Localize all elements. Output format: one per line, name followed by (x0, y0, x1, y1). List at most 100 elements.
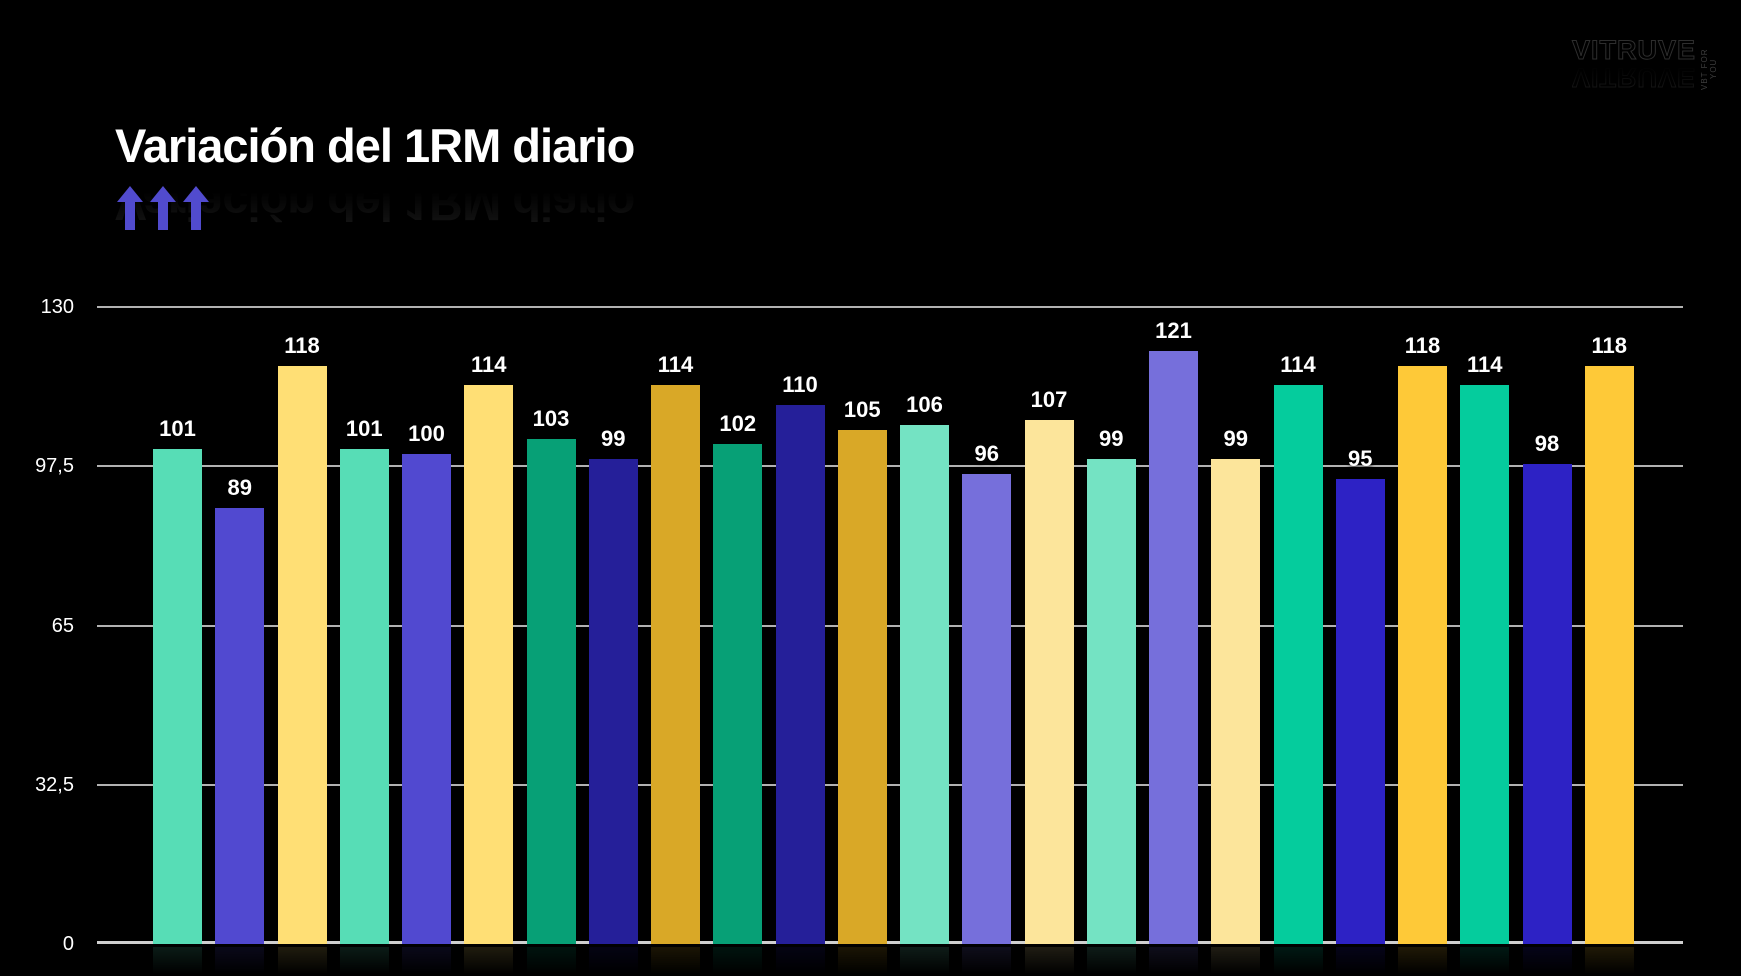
bar (713, 947, 763, 976)
bar-slot: 114 (651, 947, 700, 976)
bar-value-label: 114 (1280, 352, 1316, 378)
bar-value-label: 114 (471, 352, 507, 378)
bars-reflection: 101 89 118 101 100 114 103 99 114 102 110 105 106 96 1… (97, 947, 1683, 976)
bars-container-reflection: 101 89 118 101 100 114 103 99 114 102 110 105 106 96 1… (153, 947, 1634, 976)
bar-slot: 110 (775, 947, 825, 976)
bar-slot: 118 (1584, 333, 1634, 944)
bar-slot: 101 (153, 416, 202, 944)
bar-slot: 121 (1149, 318, 1198, 944)
bar (1584, 365, 1634, 944)
bars-container: 101 89 118 101 100 114 103 99 114 102 110 105 106 96 1… (153, 307, 1634, 944)
gridline (97, 783, 1683, 786)
bar-value-label: 121 (1155, 318, 1192, 344)
gridline (97, 624, 1683, 627)
bar (1398, 947, 1447, 976)
vitruve-logo: VITRUVE VITRUVE VBT FOR YOU (1571, 35, 1719, 100)
bar-slot: 101 (339, 947, 389, 976)
bar-slot: 107 (1024, 387, 1074, 944)
bar-slot: 105 (837, 397, 887, 944)
bar (775, 947, 825, 976)
bar (1086, 458, 1136, 944)
bar-value-label: 118 (1591, 332, 1628, 358)
bar-slot: 114 (1460, 352, 1510, 944)
bar-slot: 101 (153, 947, 202, 976)
bar (402, 454, 451, 944)
bar (153, 947, 202, 976)
y-axis-tick-label: 32,5 (35, 773, 74, 796)
bar (837, 947, 887, 976)
bar (1273, 385, 1323, 944)
bar-value-label: 89 (227, 474, 252, 500)
bar-slot: 89 (215, 475, 265, 944)
bar-slot: 102 (713, 947, 763, 976)
title-block: Variación del 1RM diario Variación del 1… (115, 119, 1015, 231)
logo-brand-reflection: VITRUVE (1572, 62, 1697, 93)
bar-slot: 89 (215, 947, 265, 976)
bar-slot: 114 (1273, 352, 1323, 944)
bar-slot: 100 (402, 947, 451, 976)
bar-chart: 0 32,5 65 97,5 130 101 89 118 101 100 114 103 99 114 1… (0, 296, 1741, 976)
bar (1149, 947, 1198, 976)
y-axis-tick-label: 97,5 (35, 455, 74, 478)
bar-slot: 100 (402, 421, 451, 944)
bar (1522, 463, 1572, 944)
bar-slot: 118 (1584, 947, 1634, 976)
bar-slot: 96 (962, 441, 1012, 944)
bar (1460, 947, 1510, 976)
bar (837, 429, 887, 944)
plot-area: 0 32,5 65 97,5 130 101 89 118 101 100 114 103 99 114 1… (35, 296, 1683, 955)
arrow-up-icon (183, 186, 209, 230)
trend-up-arrows (117, 186, 209, 230)
y-axis-tick-label: 130 (40, 296, 74, 318)
bar-value-label: 100 (408, 421, 445, 446)
bar-slot: 118 (1398, 947, 1447, 976)
bar-slot: 101 (339, 416, 389, 944)
bar (402, 947, 451, 976)
bar (713, 444, 763, 944)
bar-slot: 96 (962, 947, 1012, 976)
bar-slot: 99 (1211, 947, 1261, 976)
bar-slot: 98 (1522, 431, 1572, 944)
bar-value-label: 95 (1348, 445, 1373, 471)
bar-value-label: 103 (532, 406, 570, 432)
bar (900, 947, 949, 976)
y-axis-tick-label: 0 (62, 933, 74, 955)
bar-slot: 102 (713, 411, 763, 944)
bar (588, 947, 638, 976)
arrow-up-icon (150, 186, 176, 230)
bar (651, 385, 700, 944)
bar (526, 439, 576, 944)
bar-slot: 118 (277, 947, 327, 976)
gridline (97, 306, 1683, 308)
bar (1149, 351, 1198, 944)
bar-value-label: 118 (1404, 332, 1441, 358)
bar-value-label: 101 (159, 416, 196, 442)
bar-value-label: 99 (601, 425, 626, 451)
bar-slot: 99 (588, 426, 638, 944)
bar-value-label: 99 (1099, 425, 1124, 451)
bar (1335, 478, 1385, 944)
bar (775, 405, 825, 944)
bar-slot: 114 (651, 352, 700, 944)
bar-slot: 118 (1398, 333, 1447, 944)
bar (1460, 385, 1510, 944)
bar (1335, 947, 1385, 976)
bar-value-label: 99 (1223, 425, 1248, 451)
bar-value-label: 114 (657, 352, 694, 378)
bar-slot: 105 (837, 947, 887, 976)
bar-slot: 99 (588, 947, 638, 976)
bar (1086, 947, 1136, 976)
bar (900, 424, 949, 944)
bar-slot: 114 (1460, 947, 1510, 976)
logo-tagline: VBT FOR YOU (1700, 48, 1719, 90)
page-title: Variación del 1RM diario (115, 119, 635, 172)
bar (339, 947, 389, 976)
bar-slot: 99 (1086, 426, 1136, 944)
bar-slot: 114 (464, 352, 514, 944)
bar-slot: 110 (775, 372, 825, 944)
bar (464, 385, 514, 944)
bar-value-label: 114 (1467, 352, 1503, 378)
logo-brand-text: VITRUVE (1571, 35, 1697, 65)
bar-slot: 95 (1335, 446, 1385, 944)
bar (464, 947, 514, 976)
